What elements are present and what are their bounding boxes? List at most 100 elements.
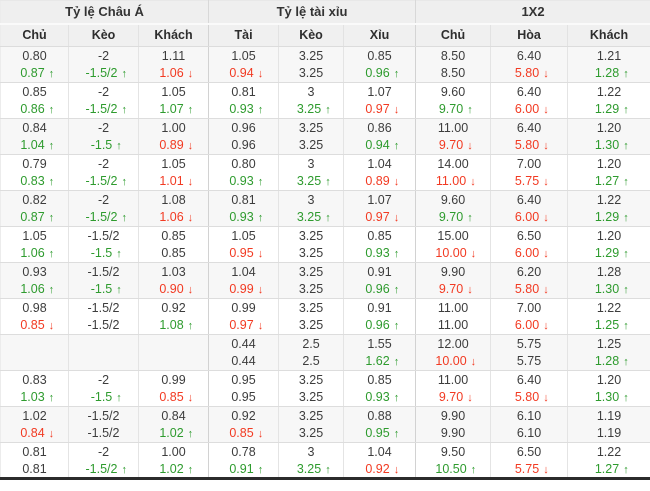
- odds-value: -1.5: [90, 282, 113, 297]
- odds-cell: 10.00 ↓: [415, 244, 491, 263]
- odds-value: 1.05: [22, 228, 47, 243]
- odds-cell: -1.5/2 ↑: [68, 100, 139, 119]
- odds-value: 0.91: [367, 264, 392, 279]
- col-header-1x2-draw: Hòa: [490, 23, 568, 47]
- odds-row: 0.83 ↑ -1.5/2 ↑ 1.01 ↓ 0.93 ↑ 3.25 ↑ 0.89 ↓ 11.00 ↓ 5.…: [0, 172, 650, 191]
- odds-cell: 0.85: [343, 226, 416, 245]
- odds-value: 8.50: [440, 48, 466, 63]
- odds-value: 1.07: [159, 102, 184, 117]
- odds-value: 6.00: [514, 102, 540, 117]
- odds-cell: 0.79: [0, 154, 69, 173]
- odds-value: 1.02: [159, 426, 184, 441]
- odds-cell: 1.29 ↑: [567, 244, 650, 263]
- odds-cell: 0.91: [343, 298, 416, 317]
- odds-value: 1.00: [161, 444, 186, 459]
- odds-value: 0.95: [229, 246, 254, 261]
- odds-cell: 0.82: [0, 190, 69, 209]
- odds-row: 0.84 ↓ -1.5/2 1.02 ↑ 0.85 ↓ 3.25 0.95 ↑ 9.90 6.10 1.…: [0, 424, 650, 443]
- odds-cell: 14.00: [415, 154, 491, 173]
- odds-cell: 1.04: [343, 442, 416, 461]
- odds-cell: -1.5/2: [68, 298, 139, 317]
- odds-value: 2.5: [302, 336, 320, 351]
- odds-value: 1.28: [596, 264, 622, 279]
- odds-cell: 2.5: [278, 334, 344, 353]
- odds-value: 9.90: [440, 408, 466, 423]
- odds-value: 1.22: [596, 300, 622, 315]
- odds-value: -1.5/2: [85, 66, 118, 81]
- odds-value: 0.96: [365, 66, 390, 81]
- odds-row: 0.86 ↑ -1.5/2 ↑ 1.07 ↑ 0.93 ↑ 3.25 ↑ 0.97 ↓ 9.70 ↑ 6.0…: [0, 100, 650, 119]
- odds-cell: 1.20: [567, 154, 650, 173]
- odds-value: 0.94: [229, 66, 254, 81]
- odds-cell: 1.28: [567, 262, 650, 281]
- odds-cell: 6.40: [490, 118, 568, 137]
- odds-value: 6.20: [516, 264, 542, 279]
- odds-cell: 11.00: [415, 118, 491, 137]
- odds-cell: 5.80 ↓: [490, 64, 568, 83]
- odds-value: 0.80: [22, 48, 47, 63]
- odds-cell: 1.04 ↑: [0, 136, 69, 155]
- odds-row: 0.93 -1.5/2 1.03 1.04 3.25 0.91 9.90 6.20 1.28: [0, 262, 650, 281]
- odds-value: 1.05: [161, 84, 186, 99]
- odds-value: 11.00: [437, 300, 469, 315]
- odds-cell: -1.5/2 ↑: [68, 208, 139, 227]
- odds-cell: 3.25: [278, 406, 344, 425]
- odds-cell: 1.05: [208, 46, 279, 65]
- odds-cell: -1.5/2: [68, 406, 139, 425]
- odds-value: 3.25: [296, 102, 322, 117]
- odds-cell: 1.30 ↑: [567, 280, 650, 299]
- odds-value: 7.00: [516, 156, 542, 171]
- odds-value: 0.78: [231, 444, 256, 459]
- odds-value: 0.93: [365, 246, 390, 261]
- section-title-over-under: Tỷ lệ tài xỉu: [208, 0, 416, 25]
- odds-value: 11.00: [437, 372, 469, 387]
- odds-cell: 1.08: [137, 190, 209, 209]
- odds-value: 0.91: [367, 300, 392, 315]
- odds-value: -2: [97, 372, 110, 387]
- odds-value: 0.93: [229, 210, 254, 225]
- odds-value: 0.85: [161, 228, 186, 243]
- odds-value: 9.60: [440, 84, 466, 99]
- odds-value: -2: [97, 156, 110, 171]
- odds-cell: 3.25: [278, 370, 344, 389]
- odds-value: -1.5: [90, 138, 113, 153]
- odds-cell: 0.96 ↑: [343, 64, 416, 83]
- odds-cell: 6.40: [490, 190, 568, 209]
- odds-value: 3.25: [296, 461, 322, 476]
- odds-value: 1.00: [161, 120, 186, 135]
- odds-cell: 0.86: [343, 118, 416, 137]
- odds-value: 1.30: [594, 282, 620, 297]
- odds-cell: 3: [278, 154, 344, 173]
- odds-cell: 0.44: [208, 352, 279, 371]
- section-title-asian-handicap: Tỷ lệ Châu Á: [0, 0, 209, 25]
- odds-cell: 1.07 ↑: [137, 100, 209, 119]
- odds-cell: 1.19: [567, 424, 650, 443]
- odds-value: 1.06: [20, 246, 45, 261]
- odds-cell: 0.93 ↑: [208, 208, 279, 227]
- odds-value: 1.08: [161, 192, 186, 207]
- odds-cell: 1.06 ↓: [137, 208, 209, 227]
- odds-cell: 1.07: [343, 190, 416, 209]
- odds-value: -1.5/2: [85, 102, 118, 117]
- odds-cell: [68, 334, 139, 353]
- odds-value: 7.00: [516, 300, 542, 315]
- odds-cell: 0.96: [208, 136, 279, 155]
- odds-row: 0.87 ↑ -1.5/2 ↑ 1.06 ↓ 0.93 ↑ 3.25 ↑ 0.97 ↓ 9.70 ↑ 6.0…: [0, 208, 650, 227]
- odds-value: 1.28: [594, 66, 620, 81]
- odds-value: 1.25: [594, 318, 620, 333]
- odds-cell: -2: [68, 82, 139, 101]
- odds-value: 0.84: [161, 408, 186, 423]
- odds-cell: 0.89 ↓: [137, 136, 209, 155]
- odds-value: 0.86: [20, 102, 45, 117]
- odds-cell: 1.02 ↑: [137, 424, 209, 443]
- odds-value: 1.07: [367, 192, 392, 207]
- odds-value: 0.99: [231, 300, 256, 315]
- odds-value: 0.85: [229, 426, 254, 441]
- odds-cell: 0.81: [208, 82, 279, 101]
- odds-cell: 0.97 ↓: [208, 316, 279, 335]
- odds-cell: 1.25 ↑: [567, 316, 650, 335]
- odds-cell: 0.81: [0, 442, 69, 461]
- odds-cell: -2: [68, 154, 139, 173]
- odds-value: 3.25: [298, 300, 324, 315]
- odds-value: -2: [97, 120, 110, 135]
